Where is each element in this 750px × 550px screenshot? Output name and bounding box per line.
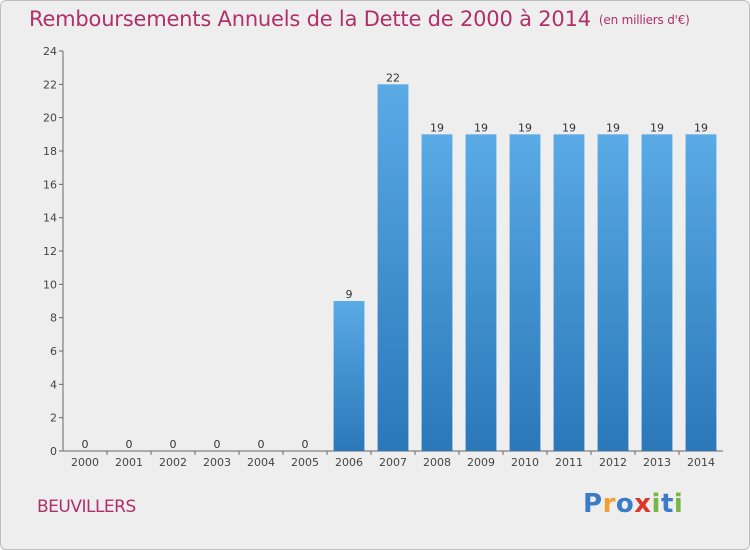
y-tick-label: 18 <box>43 145 57 158</box>
logo-letter: o <box>615 489 635 519</box>
y-tick-label: 0 <box>50 445 57 458</box>
x-tick-label: 2002 <box>159 456 187 469</box>
x-tick-label: 2000 <box>71 456 99 469</box>
chart-title: Remboursements Annuels de la Dette de 20… <box>29 7 690 31</box>
logo-letter: r <box>602 489 616 519</box>
data-label: 19 <box>430 121 444 134</box>
x-tick-label: 2005 <box>291 456 319 469</box>
logo-letter: P <box>583 489 603 519</box>
x-tick-label: 2007 <box>379 456 407 469</box>
data-label: 19 <box>606 121 620 134</box>
x-tick-label: 2004 <box>247 456 275 469</box>
data-label: 0 <box>214 438 221 451</box>
logo-letter: i <box>673 489 684 519</box>
y-tick-label: 20 <box>43 112 57 125</box>
x-tick-label: 2001 <box>115 456 143 469</box>
y-tick-label: 4 <box>50 378 57 391</box>
chart-unit: (en milliers d'€) <box>598 13 690 27</box>
data-label: 0 <box>82 438 89 451</box>
x-tick-label: 2010 <box>511 456 539 469</box>
y-tick-label: 10 <box>43 278 57 291</box>
x-tick-label: 2012 <box>599 456 627 469</box>
y-tick-label: 12 <box>43 245 57 258</box>
bar <box>597 134 629 452</box>
data-label: 0 <box>302 438 309 451</box>
y-tick-label: 22 <box>43 78 57 91</box>
data-label: 19 <box>562 121 576 134</box>
proxiti-logo[interactable]: Proxiti <box>583 489 683 519</box>
data-label: 0 <box>126 438 133 451</box>
data-label: 0 <box>170 438 177 451</box>
logo-letter: x <box>634 489 652 519</box>
data-label: 22 <box>386 71 400 84</box>
y-tick-label: 16 <box>43 178 57 191</box>
y-tick-label: 14 <box>43 212 57 225</box>
x-tick-label: 2014 <box>687 456 715 469</box>
bar <box>641 134 673 452</box>
data-label: 9 <box>346 288 353 301</box>
y-tick-label: 8 <box>50 312 57 325</box>
chart-title-text: Remboursements Annuels de la Dette de 20… <box>29 7 591 31</box>
x-tick-label: 2003 <box>203 456 231 469</box>
data-label: 19 <box>650 121 664 134</box>
bar <box>333 301 365 451</box>
logo-letter: t <box>660 489 674 519</box>
x-tick-label: 2013 <box>643 456 671 469</box>
bar <box>465 134 497 452</box>
bar <box>421 134 453 452</box>
bar <box>553 134 585 452</box>
y-tick-label: 6 <box>50 345 57 358</box>
bar <box>509 134 541 452</box>
y-tick-label: 24 <box>43 45 57 58</box>
x-tick-label: 2008 <box>423 456 451 469</box>
data-label: 19 <box>694 121 708 134</box>
x-tick-label: 2006 <box>335 456 363 469</box>
y-tick-label: 2 <box>50 412 57 425</box>
bar <box>685 134 717 452</box>
x-tick-label: 2009 <box>467 456 495 469</box>
x-tick-label: 2011 <box>555 456 583 469</box>
logo-letter: i <box>651 489 661 519</box>
data-label: 0 <box>258 438 265 451</box>
data-label: 19 <box>518 121 532 134</box>
data-label: 19 <box>474 121 488 134</box>
commune-name: BEUVILLERS <box>37 497 136 517</box>
bar <box>377 84 409 451</box>
